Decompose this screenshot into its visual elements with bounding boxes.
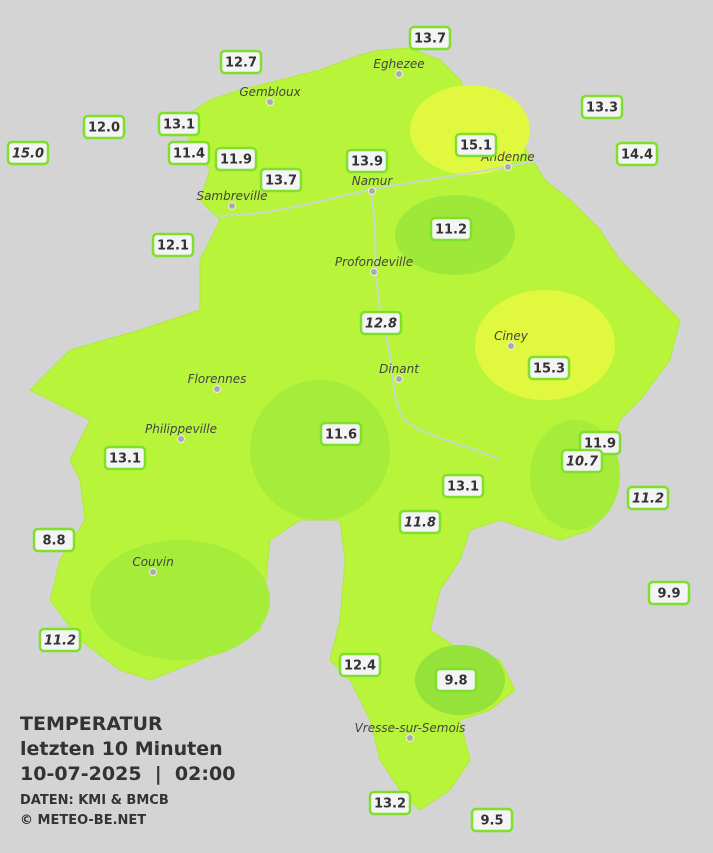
station-value: 13.9 (351, 155, 383, 170)
station-value: 12.0 (88, 121, 120, 136)
city-dot (368, 187, 376, 195)
city-dot (507, 342, 515, 350)
station-box (359, 310, 403, 336)
station-value: 8.8 (42, 534, 65, 549)
city-dot (406, 734, 414, 742)
cool-zone (250, 380, 390, 520)
city-name: Vresse-sur-Semois (355, 721, 466, 735)
station-box (580, 94, 624, 120)
station-box (429, 216, 473, 242)
station-box (626, 485, 670, 511)
station-value: 11.9 (220, 153, 252, 168)
station-value: 11.6 (325, 428, 357, 443)
station-box (647, 580, 691, 606)
station-box (38, 627, 82, 653)
station-box (6, 140, 50, 166)
city-name: Ciney (494, 329, 529, 343)
station-value: 11.8 (404, 516, 436, 531)
city-dot (370, 268, 378, 276)
station-value: 13.7 (265, 174, 297, 189)
station-value: 13.1 (163, 118, 195, 133)
station-box (338, 652, 382, 678)
warm-zone (410, 85, 530, 175)
city-name: Gembloux (239, 85, 301, 99)
station-value: 11.2 (44, 634, 76, 649)
station-value: 13.1 (447, 480, 479, 495)
station-value: 15.0 (12, 147, 44, 162)
city-name: Couvin (132, 555, 173, 569)
station-box (615, 141, 659, 167)
station-value: 15.3 (533, 362, 565, 377)
station-box (167, 140, 211, 166)
station-box (259, 167, 303, 193)
station-box (368, 790, 412, 816)
station-box (470, 807, 514, 833)
station-box (560, 448, 604, 474)
city-dot (395, 375, 403, 383)
city-dot (149, 568, 157, 576)
city-name: Profondeville (335, 255, 413, 269)
station-box (157, 111, 201, 137)
station-value: 12.7 (225, 56, 257, 71)
city-name: Sambreville (196, 189, 267, 203)
station-box (441, 473, 485, 499)
station-value: 9.8 (444, 674, 467, 689)
subtitle: letzten 10 Minuten (20, 738, 223, 760)
station-value: 12.4 (344, 659, 376, 674)
source: DATEN: KMI & BMCB (20, 793, 169, 808)
station-value: 9.9 (657, 587, 680, 602)
city-dot (228, 202, 236, 210)
station-value: 9.5 (480, 814, 503, 829)
station-box (319, 421, 363, 447)
station-value: 12.8 (365, 317, 397, 332)
datetime: 10-07-2025 | 02:00 (20, 763, 235, 785)
station-value: 14.4 (621, 148, 653, 163)
station-box (398, 509, 442, 535)
cool-zone (90, 540, 270, 660)
station-value: 11.2 (435, 223, 467, 238)
station-value: 11.9 (584, 437, 616, 452)
city-name: Namur (352, 174, 394, 188)
station-box (408, 25, 452, 51)
city-dot (395, 70, 403, 78)
title: TEMPERATUR (20, 713, 163, 735)
city-name: Philippeville (145, 422, 217, 436)
station-box (345, 148, 389, 174)
station-box (527, 355, 571, 381)
station-value: 12.1 (157, 239, 189, 254)
station-value: 11.4 (173, 147, 205, 162)
station-box (454, 132, 498, 158)
city-dot (266, 98, 274, 106)
station-box (103, 445, 147, 471)
station-value: 10.7 (566, 455, 599, 470)
city-dot (504, 163, 512, 171)
city-dot (177, 435, 185, 443)
station-value: 11.2 (632, 492, 664, 507)
labels: EghezeeGemblouxAndenneNamurSambrevillePr… (6, 25, 691, 833)
station-box (151, 232, 195, 258)
station-box (32, 527, 76, 553)
station-value: 13.7 (414, 32, 446, 47)
city-name: Dinant (379, 362, 420, 376)
station-value: 13.1 (109, 452, 141, 467)
credit: © METEO-BE.NET (20, 813, 146, 828)
city-dot (213, 385, 221, 393)
city-name: Florennes (188, 372, 247, 386)
station-value: 15.1 (460, 139, 492, 154)
station-box (434, 667, 478, 693)
station-box (214, 146, 258, 172)
station-box (219, 49, 263, 75)
warm-zone (475, 290, 615, 400)
station-box (82, 114, 126, 140)
station-value: 13.2 (374, 797, 406, 812)
city-name: Eghezee (373, 57, 424, 71)
station-value: 13.3 (586, 101, 618, 116)
